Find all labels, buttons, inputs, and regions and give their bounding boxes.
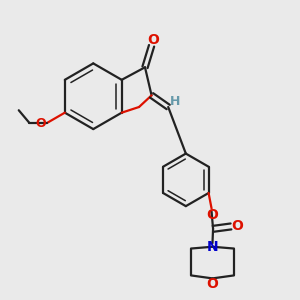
Text: O: O (206, 208, 218, 221)
Text: N: N (207, 240, 219, 254)
Text: O: O (206, 278, 218, 291)
Text: O: O (35, 117, 46, 130)
Text: H: H (169, 94, 180, 107)
Text: O: O (147, 33, 159, 47)
Text: O: O (231, 218, 243, 233)
